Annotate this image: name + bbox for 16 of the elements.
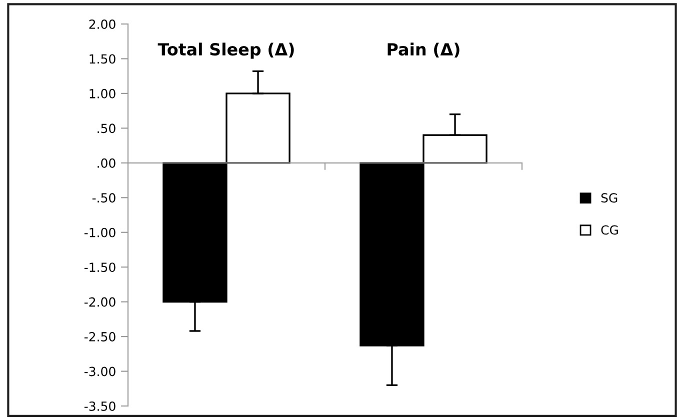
y-tick-label: .50 [98, 124, 116, 134]
legend-label: CG [601, 225, 618, 235]
y-tick-label: -.50 [92, 193, 116, 203]
y-tick-label: -2.50 [84, 332, 116, 342]
y-tick-label: -3.00 [84, 366, 116, 376]
y-tick-label: 2.00 [89, 19, 116, 29]
x-tick-label: Total Sleep (Δ) [158, 42, 294, 59]
y-tick-label: -3.50 [84, 401, 116, 411]
y-tick-label: 1.50 [90, 54, 116, 64]
y-tick-label: 1.00 [90, 88, 116, 98]
y-tick-label: .00 [98, 158, 116, 168]
y-tick-label: -2.00 [84, 297, 116, 307]
y-tick-label: -1.50 [84, 262, 116, 272]
x-tick-label: Pain (Δ) [388, 42, 460, 58]
legend-label: SG [601, 193, 618, 203]
y-tick-label: -1.00 [84, 228, 116, 238]
